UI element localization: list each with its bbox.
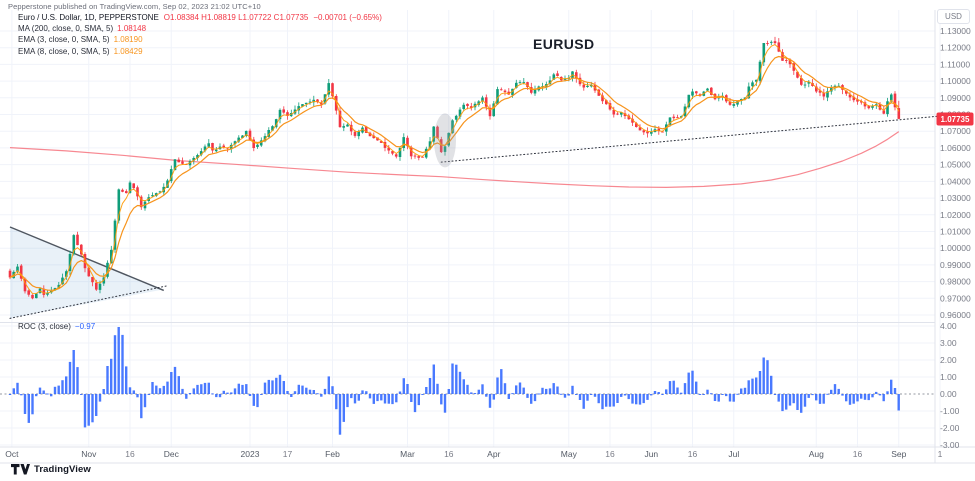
ema-lines (9, 44, 900, 295)
legend-ema3-row[interactable]: EMA (3, close, 0, SMA, 5) 1.08190 (18, 34, 382, 45)
svg-text:Aug: Aug (809, 449, 824, 459)
svg-text:1.00: 1.00 (940, 372, 957, 382)
tradingview-wordmark: TradingView (34, 464, 91, 475)
price-axis[interactable]: 1.130001.120001.110001.100001.090001.080… (940, 26, 971, 450)
symbol-title: Euro / U.S. Dollar, 1D, PEPPERSTONE (18, 13, 159, 22)
svg-text:May: May (561, 449, 578, 459)
svg-text:Oct: Oct (5, 449, 19, 459)
svg-text:Nov: Nov (81, 449, 97, 459)
tradingview-logo-icon (11, 464, 30, 475)
ema8-label: EMA (8, close, 0, SMA, 5) (18, 46, 110, 56)
svg-text:1.13000: 1.13000 (940, 26, 971, 36)
svg-text:0.96000: 0.96000 (940, 310, 971, 320)
svg-text:0.99000: 0.99000 (940, 260, 971, 270)
svg-text:1.01000: 1.01000 (940, 227, 971, 237)
svg-text:1.12000: 1.12000 (940, 43, 971, 53)
ma200-label: MA (200, close, 0, SMA, 5) (18, 24, 114, 34)
svg-text:1.07735: 1.07735 (941, 115, 970, 124)
svg-text:0.98000: 0.98000 (940, 277, 971, 287)
svg-text:16: 16 (605, 449, 615, 459)
falling-wedge-pattern (9, 226, 168, 319)
ohlc-values: O1.08384 H1.08819 L1.07722 C1.07735 (163, 13, 309, 22)
svg-text:16: 16 (853, 449, 863, 459)
svg-text:1.00000: 1.00000 (940, 243, 971, 253)
currency-label: USD (937, 9, 970, 24)
legend-panel: Euro / U.S. Dollar, 1D, PEPPERSTONE O1.08… (18, 12, 382, 57)
roc-value: −0.97 (74, 322, 96, 331)
svg-text:2023: 2023 (241, 449, 260, 459)
svg-text:1.11000: 1.11000 (940, 59, 970, 69)
change-value: −0.00701 (−0.65%) (313, 13, 382, 22)
svg-text:1.07000: 1.07000 (940, 126, 971, 136)
svg-text:-3.00: -3.00 (940, 440, 960, 450)
last-price-tag: 1.07735 (936, 112, 974, 126)
svg-text:Jun: Jun (644, 449, 658, 459)
legend-roc-row[interactable]: ROC (3, close) −0.97 (18, 322, 95, 331)
ma200-value: 1.08148 (117, 24, 147, 34)
svg-text:16: 16 (444, 449, 454, 459)
ema8-value: 1.08429 (113, 46, 143, 56)
tradingview-branding[interactable]: TradingView (11, 464, 91, 475)
svg-text:1.03000: 1.03000 (940, 193, 971, 203)
roc-label: ROC (3, close) (18, 322, 71, 331)
ellipse-highlight (434, 113, 456, 168)
symbol-watermark: EURUSD (533, 36, 595, 52)
ema3-value: 1.08190 (113, 35, 143, 45)
svg-text:Apr: Apr (487, 449, 500, 459)
svg-text:-2.00: -2.00 (940, 423, 960, 433)
svg-text:Jul: Jul (728, 449, 739, 459)
svg-text:16: 16 (125, 449, 135, 459)
svg-text:1.05000: 1.05000 (940, 160, 971, 170)
svg-text:1.10000: 1.10000 (940, 76, 971, 86)
svg-text:1.02000: 1.02000 (940, 210, 971, 220)
svg-text:Sep: Sep (891, 449, 906, 459)
candlestick-series (8, 36, 901, 300)
svg-text:0.00: 0.00 (940, 389, 957, 399)
pane-borders (0, 10, 975, 464)
svg-text:-1.00: -1.00 (940, 406, 960, 416)
svg-text:1.04000: 1.04000 (940, 176, 971, 186)
svg-text:2.00: 2.00 (940, 355, 957, 365)
ma200-line (9, 131, 900, 188)
ema3-label: EMA (3, close, 0, SMA, 5) (18, 35, 110, 45)
svg-text:16: 16 (688, 449, 698, 459)
svg-text:0.97000: 0.97000 (940, 293, 971, 303)
svg-text:1.09000: 1.09000 (940, 93, 971, 103)
legend-ema8-row[interactable]: EMA (8, close, 0, SMA, 5) 1.08429 (18, 46, 382, 57)
svg-text:1: 1 (938, 449, 943, 459)
support-trendline (440, 115, 941, 163)
svg-text:Mar: Mar (400, 449, 415, 459)
svg-text:17: 17 (283, 449, 293, 459)
svg-text:1.06000: 1.06000 (940, 143, 971, 153)
svg-text:Dec: Dec (164, 449, 180, 459)
roc-histogram (0, 327, 935, 435)
grid-lines (0, 10, 941, 447)
legend-symbol-row[interactable]: Euro / U.S. Dollar, 1D, PEPPERSTONE O1.08… (18, 12, 382, 23)
svg-text:Feb: Feb (325, 449, 340, 459)
attribution-text: Pepperstone published on TradingView.com… (8, 2, 261, 11)
time-axis[interactable]: Oct Nov 16 Dec 2023 17 Feb Mar 16 Apr May 16 Jun 16 Ju… (5, 449, 942, 459)
svg-text:4.00: 4.00 (940, 321, 957, 331)
legend-ma200-row[interactable]: MA (200, close, 0, SMA, 5) 1.08148 (18, 23, 382, 34)
svg-text:3.00: 3.00 (940, 338, 957, 348)
